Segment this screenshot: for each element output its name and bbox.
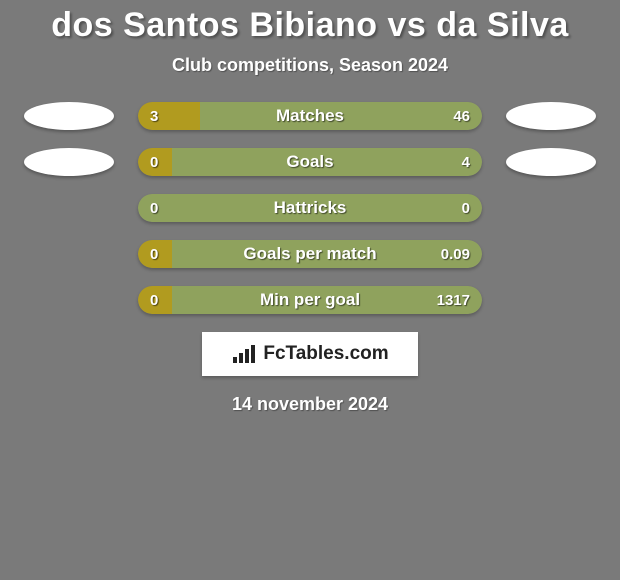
- stat-row: 00Hattricks: [0, 194, 620, 222]
- stat-row: 346Matches: [0, 102, 620, 130]
- player-left-badge: [24, 148, 114, 176]
- stats-container: 346Matches 04Goals 00Hattricks 00.09Goals p…: [0, 102, 620, 314]
- page-subtitle: Club competitions, Season 2024: [0, 55, 620, 76]
- stat-row: 04Goals: [0, 148, 620, 176]
- player-left-badge: [24, 102, 114, 130]
- stat-bar-left-fill: [138, 194, 482, 222]
- stat-bar: 346Matches: [138, 102, 482, 130]
- stat-bar-left-fill: [138, 148, 172, 176]
- stat-bar: 00.09Goals per match: [138, 240, 482, 268]
- player-right-badge: [506, 102, 596, 130]
- date-text: 14 november 2024: [0, 394, 620, 415]
- stat-bar: 01317Min per goal: [138, 286, 482, 314]
- stat-bar-right-fill: [172, 148, 482, 176]
- page-title: dos Santos Bibiano vs da Silva: [0, 6, 620, 45]
- source-logo-text: FcTables.com: [263, 343, 388, 365]
- stat-bar: 04Goals: [138, 148, 482, 176]
- player-right-badge: [506, 148, 596, 176]
- stat-row: 00.09Goals per match: [0, 240, 620, 268]
- stat-bar-right-fill: [200, 102, 482, 130]
- stat-bar-left-fill: [138, 286, 172, 314]
- stat-bar-left-fill: [138, 240, 172, 268]
- bars-icon: [231, 343, 257, 365]
- stat-bar-right-fill: [172, 286, 482, 314]
- comparison-infographic: dos Santos Bibiano vs da Silva Club comp…: [0, 0, 620, 580]
- stat-bar: 00Hattricks: [138, 194, 482, 222]
- source-logo: FcTables.com: [202, 332, 418, 376]
- stat-bar-left-fill: [138, 102, 200, 130]
- stat-bar-right-fill: [172, 240, 482, 268]
- stat-row: 01317Min per goal: [0, 286, 620, 314]
